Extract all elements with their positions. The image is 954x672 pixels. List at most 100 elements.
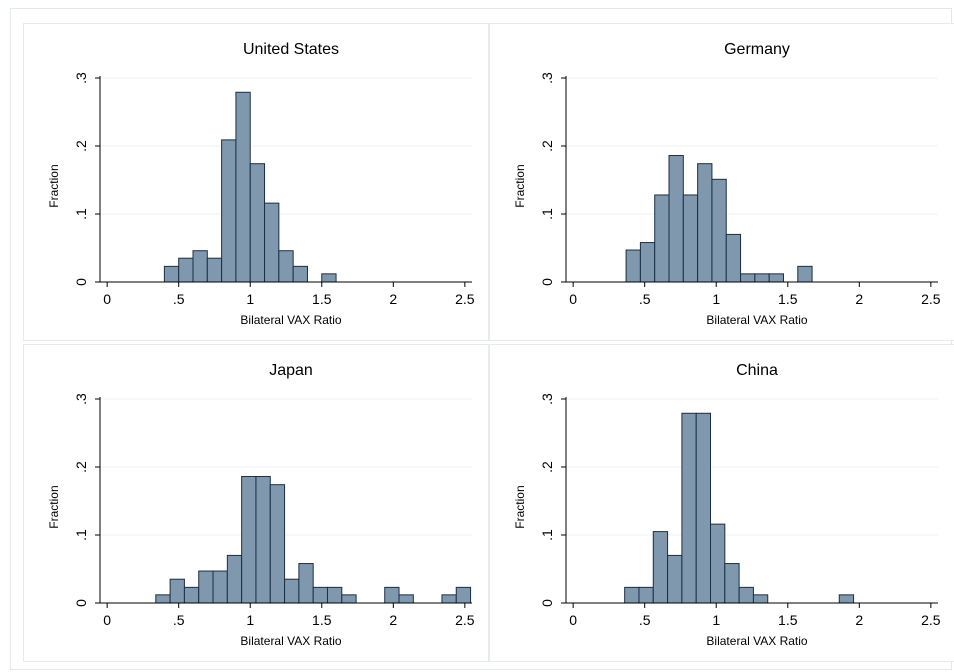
histogram-bar xyxy=(326,586,343,604)
histogram-bar xyxy=(681,412,697,604)
y-tick-label: .3 xyxy=(539,72,555,84)
y-axis-title: Fraction xyxy=(47,485,61,528)
x-tick-label: 2 xyxy=(855,291,863,307)
y-tick-label: .3 xyxy=(539,393,555,405)
histogram-bar xyxy=(206,257,223,283)
panel-title: Germany xyxy=(724,41,790,58)
histogram-bar xyxy=(155,594,171,604)
y-tick-label: .1 xyxy=(539,529,555,541)
histogram-bar xyxy=(278,250,294,283)
histogram-bar xyxy=(667,554,683,604)
histogram-panel-japan: Japan 0 .5 1 1.5 2 2.5 0 .1 .2 .3 Fraction Bilate… xyxy=(23,344,489,662)
histogram-bar xyxy=(269,484,286,604)
x-tick-label: 1.5 xyxy=(778,612,798,628)
histogram-bar xyxy=(752,594,769,604)
histogram-bar xyxy=(754,273,770,283)
x-tick-label: .5 xyxy=(639,291,651,307)
y-tick-label: .2 xyxy=(539,140,555,152)
panel-title: China xyxy=(736,362,778,379)
x-tick-label: 2.5 xyxy=(455,612,475,628)
x-tick-label: 2 xyxy=(389,612,397,628)
histogram-panel-china: China 0 .5 1 1.5 2 2.5 0 .1 .2 .3 Fraction Bilate… xyxy=(489,344,954,662)
histogram-bar xyxy=(838,594,855,604)
histogram-bar xyxy=(321,273,337,283)
x-tick-label: 2.5 xyxy=(921,291,941,307)
x-tick-label: 1 xyxy=(246,291,254,307)
y-tick-label: 0 xyxy=(73,278,89,286)
x-tick-label: 0 xyxy=(569,291,577,307)
x-tick-label: 1.5 xyxy=(778,291,798,307)
y-axis-title: Fraction xyxy=(513,164,527,207)
histogram-bar xyxy=(221,139,237,283)
histogram-bar xyxy=(797,265,813,283)
histogram-chart-germany: Germany 0 .5 1 1.5 2 2.5 0 .1 .2 .3 Fraction Bila… xyxy=(513,41,941,327)
figure-frame: United States 0.5 1 1.5 2 2.5 0.1.2.3 Fractio… xyxy=(10,8,954,670)
y-tick-label: 0 xyxy=(539,278,555,286)
y-tick-label: .3 xyxy=(73,72,89,84)
histogram-bar xyxy=(198,570,214,604)
x-tick-label: 1.5 xyxy=(312,612,332,628)
histogram-bar xyxy=(441,594,457,604)
histogram-bar xyxy=(695,412,712,604)
histogram-bar xyxy=(384,586,400,604)
histogram-bar xyxy=(682,194,699,283)
y-tick-label: .2 xyxy=(73,461,89,473)
histogram-bar xyxy=(639,242,656,283)
histogram-bar xyxy=(192,250,208,283)
histogram-bar xyxy=(163,265,180,283)
histogram-bar xyxy=(398,594,414,604)
x-axis-title: Bilateral VAX Ratio xyxy=(240,634,341,648)
histogram-bar xyxy=(241,476,257,604)
histogram-bar xyxy=(284,578,300,604)
x-tick-label: 0 xyxy=(569,612,577,628)
y-tick-label: .3 xyxy=(73,393,89,405)
histogram-panel-germany: Germany 0 .5 1 1.5 2 2.5 0 .1 .2 .3 Fraction Bila… xyxy=(489,23,954,341)
histogram-bar xyxy=(740,273,756,283)
histogram-bar xyxy=(725,233,742,283)
y-tick-label: 0 xyxy=(73,599,89,607)
x-tick-label: .5 xyxy=(173,612,185,628)
x-tick-label: .5 xyxy=(639,612,651,628)
x-tick-label: .5 xyxy=(173,291,185,307)
x-tick-label: 2.5 xyxy=(455,291,475,307)
histogram-bar xyxy=(264,202,280,283)
y-tick-label: .1 xyxy=(539,208,555,220)
x-tick-label: 2.5 xyxy=(921,612,941,628)
x-tick-label: 1 xyxy=(712,612,720,628)
x-tick-label: 1 xyxy=(712,291,720,307)
histogram-bar xyxy=(711,178,727,283)
histogram-panel-united-states: United States 0 .5 1 1.5 2 2.5 0 .1 .2 .3 Fractio… xyxy=(23,23,489,341)
y-tick-label: .2 xyxy=(539,461,555,473)
histogram-bar xyxy=(178,257,194,283)
histogram-bar xyxy=(625,249,641,283)
x-axis-title: Bilateral VAX Ratio xyxy=(240,313,341,327)
histogram-bar xyxy=(169,578,185,604)
histogram-bar xyxy=(455,586,472,604)
x-tick-label: 0 xyxy=(103,291,111,307)
histogram-bar xyxy=(638,586,654,604)
x-axis-title: Bilateral VAX Ratio xyxy=(706,634,807,648)
y-tick-label: .1 xyxy=(73,208,89,220)
histogram-bar xyxy=(652,531,669,604)
histogram-chart-china: China 0 .5 1 1.5 2 2.5 0 .1 .2 .3 Fraction Bilate… xyxy=(513,362,941,648)
x-tick-label: 1 xyxy=(246,612,254,628)
histogram-bar xyxy=(624,586,640,604)
histogram-bar xyxy=(235,91,251,283)
histogram-bar xyxy=(298,563,314,604)
panel-title: United States xyxy=(243,41,339,58)
x-tick-label: 1.5 xyxy=(312,291,332,307)
histogram-chart-japan: Japan 0 .5 1 1.5 2 2.5 0 .1 .2 .3 Fraction Bilate… xyxy=(47,362,475,648)
y-tick-label: 0 xyxy=(539,599,555,607)
histogram-chart-united-states: United States 0 .5 1 1.5 2 2.5 0 .1 .2 .3 Fractio… xyxy=(47,41,475,327)
histogram-bar xyxy=(249,163,266,283)
histogram-bar xyxy=(341,594,357,604)
histogram-bar xyxy=(226,554,243,604)
histogram-bar xyxy=(255,476,271,604)
y-tick-label: .2 xyxy=(73,140,89,152)
histogram-bar xyxy=(654,194,670,283)
histogram-bar xyxy=(668,155,684,283)
x-tick-label: 2 xyxy=(855,612,863,628)
histogram-bar xyxy=(183,586,200,604)
histogram-bar xyxy=(292,265,308,283)
histogram-bar xyxy=(212,570,228,604)
